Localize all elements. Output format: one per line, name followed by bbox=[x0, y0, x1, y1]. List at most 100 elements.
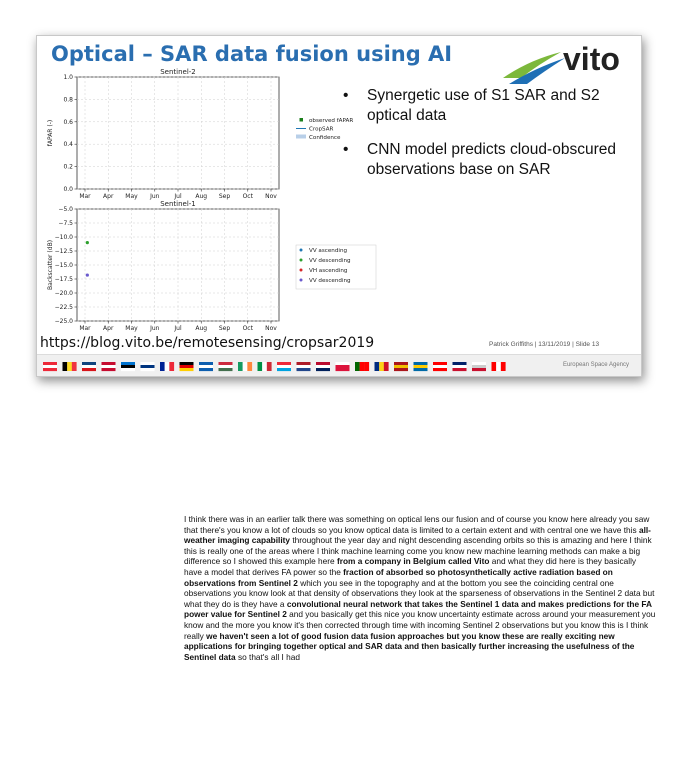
agency-name: European Space Agency bbox=[562, 362, 629, 368]
legend-label: Confidence bbox=[309, 135, 341, 141]
legend-box bbox=[295, 244, 377, 290]
x-tick-label: Apr bbox=[103, 193, 114, 200]
transcript-bold: fraction of absorbed so photosynthetical… bbox=[184, 566, 613, 588]
flag-icon bbox=[433, 362, 447, 372]
x-tick-label: Apr bbox=[103, 325, 114, 332]
transcript-bold: we haven't seen a lot of good fusion dat… bbox=[184, 630, 635, 662]
x-tick-label: May bbox=[125, 193, 138, 200]
flag-icon bbox=[394, 362, 408, 372]
y-tick-label: −15.0 bbox=[55, 262, 74, 269]
data-point bbox=[85, 241, 89, 245]
y-tick-label: −25.0 bbox=[55, 318, 74, 325]
legend-marker bbox=[299, 268, 303, 272]
y-axis-label: Backscatter (dB) bbox=[47, 240, 54, 290]
flag-icon bbox=[452, 362, 467, 372]
legend-label: VV descending bbox=[309, 258, 351, 264]
vito-logo: vito bbox=[503, 41, 620, 84]
x-tick-label: Jun bbox=[149, 193, 160, 200]
y-tick-label: −12.5 bbox=[55, 248, 74, 255]
transcript-segment: so that's all I had bbox=[235, 651, 300, 662]
bullet-list: Synergetic use of S1 SAR and S2 optical … bbox=[337, 86, 637, 194]
transcript-segment: throughout the year day and night descen… bbox=[184, 535, 652, 567]
flag-icon bbox=[472, 362, 486, 372]
x-tick-label: Mar bbox=[79, 193, 91, 200]
slide-title: Optical – SAR data fusion using AI bbox=[51, 42, 453, 66]
flag-icon bbox=[238, 362, 253, 371]
flag-icon bbox=[316, 362, 330, 372]
y-tick-label: 0.4 bbox=[63, 141, 73, 148]
flag-icon bbox=[140, 362, 155, 372]
bullet-item: Synergetic use of S1 SAR and S2 optical … bbox=[337, 86, 637, 126]
flag-icon bbox=[62, 362, 77, 371]
y-tick-label: −22.5 bbox=[55, 304, 74, 311]
y-tick-label: −17.5 bbox=[55, 276, 74, 283]
transcript-segment: I think there was in an earlier talk the… bbox=[184, 514, 650, 535]
x-tick-label: Mar bbox=[79, 325, 91, 332]
y-tick-label: −7.5 bbox=[58, 220, 73, 227]
charts-area: 0.0 0.2 0.4 0.6 0.8 1.0 Mar Apr May Jun Jul Aug Sep O… bbox=[47, 68, 377, 332]
flag-icon bbox=[335, 362, 350, 372]
transcript-bold: from a company in Belgium called Vito bbox=[336, 556, 490, 567]
flag-icon bbox=[101, 362, 116, 372]
flag-icon bbox=[296, 362, 311, 372]
y-tick-label: 1.0 bbox=[63, 74, 73, 81]
transcript-segment: and you basically get this nice you know… bbox=[184, 609, 656, 641]
transcript-text: I think there was in an earlier talk the… bbox=[184, 514, 656, 662]
x-tick-label: Jul bbox=[173, 193, 182, 200]
flag-icon bbox=[218, 362, 233, 372]
legend-marker bbox=[299, 258, 303, 262]
legend-label: CropSAR bbox=[309, 127, 334, 133]
flag-icon bbox=[199, 362, 213, 372]
transcript-bold: convolutional neural network that takes … bbox=[184, 598, 652, 620]
flag-icon bbox=[82, 362, 96, 372]
legend-label: VV descending bbox=[309, 278, 351, 284]
y-tick-label: 0.6 bbox=[63, 119, 73, 126]
x-tick-label: Oct bbox=[243, 325, 254, 332]
flag-icon bbox=[43, 362, 57, 372]
source-url[interactable]: https://blog.vito.be/remotesensing/crops… bbox=[40, 335, 375, 351]
legend-marker bbox=[296, 134, 306, 139]
y-tick-label: −10.0 bbox=[55, 234, 74, 241]
data-point bbox=[85, 273, 89, 277]
transcript-bold: all-weather imaging capability bbox=[184, 524, 651, 546]
footer-meta: Patrick Griffiths | 13/11/2019 | Slide 1… bbox=[489, 341, 600, 348]
flag-icon bbox=[121, 362, 135, 372]
logo-swoosh-green bbox=[503, 52, 561, 78]
x-tick-label: Aug bbox=[195, 325, 207, 332]
flag-icon bbox=[413, 362, 428, 372]
flag-icon bbox=[491, 362, 506, 371]
legend-marker bbox=[299, 118, 303, 122]
transcript-segment: and what they did here is they basically… bbox=[184, 556, 637, 577]
y-tick-label: −5.0 bbox=[58, 206, 73, 213]
chart-title: Sentinel-2 bbox=[160, 68, 196, 76]
x-tick-label: Nov bbox=[265, 325, 277, 332]
footer-flag-bar: European Space Agency bbox=[37, 354, 641, 376]
legend-marker bbox=[299, 278, 303, 282]
x-tick-label: Jul bbox=[173, 325, 182, 332]
y-tick-label: 0.8 bbox=[63, 96, 73, 103]
flag-icon bbox=[277, 362, 291, 372]
flag-icon bbox=[160, 362, 175, 371]
flag-icon bbox=[179, 362, 194, 372]
chart-title: Sentinel-1 bbox=[160, 200, 196, 208]
logo-swoosh-blue bbox=[509, 58, 565, 84]
legend-label: observed fAPAR bbox=[309, 118, 353, 124]
x-tick-label: Sep bbox=[219, 325, 231, 332]
flag-icon bbox=[355, 362, 370, 371]
legend-label: VV ascending bbox=[309, 248, 347, 254]
x-tick-label: Aug bbox=[195, 193, 207, 200]
legend-marker bbox=[299, 248, 303, 252]
flag-icon bbox=[374, 362, 389, 371]
bullet-item: CNN model predicts cloud-obscured observ… bbox=[337, 140, 637, 180]
flag-icon bbox=[257, 362, 272, 371]
x-tick-label: May bbox=[125, 325, 138, 332]
x-tick-label: Oct bbox=[243, 193, 254, 200]
y-tick-label: 0.0 bbox=[63, 186, 73, 193]
slide: Optical – SAR data fusion using AI vito … bbox=[36, 35, 642, 377]
y-axis-label: fAPAR (-) bbox=[47, 120, 54, 146]
x-tick-label: Nov bbox=[265, 193, 277, 200]
legend-label: VH ascending bbox=[309, 268, 348, 274]
logo-text: vito bbox=[563, 41, 620, 77]
y-tick-label: 0.2 bbox=[63, 164, 73, 171]
y-tick-label: −20.0 bbox=[55, 290, 74, 297]
